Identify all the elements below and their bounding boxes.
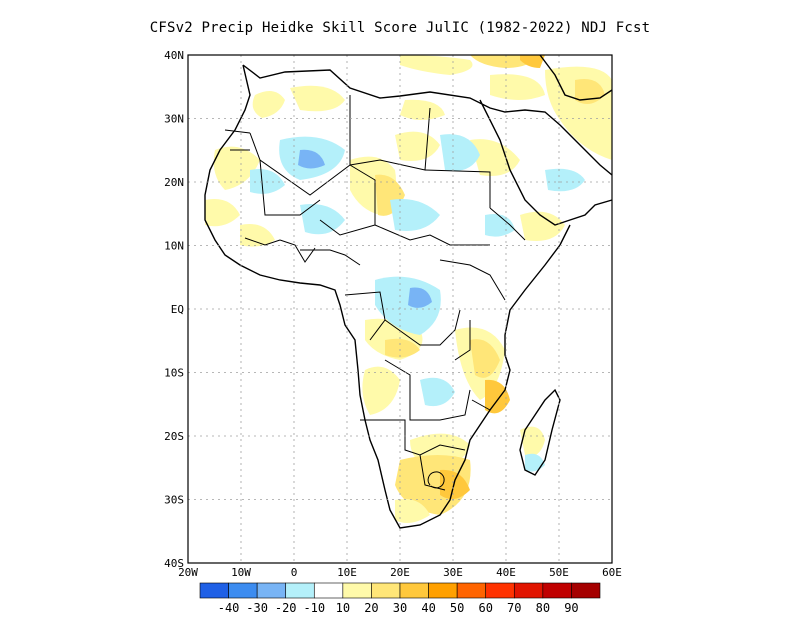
colorbar-label: 10 xyxy=(336,601,350,615)
colorbar: -40 -30 -20 -10 10 20 30 40 50 60 70 80 90 xyxy=(199,582,601,615)
lat-tick-label: 30N xyxy=(164,113,184,126)
lon-tick-label: 30E xyxy=(443,566,463,579)
colorbar-label: -30 xyxy=(246,601,268,615)
lat-tick-label: EQ xyxy=(171,303,184,316)
colorbar-swatch xyxy=(256,582,287,599)
lon-tick-label: 20W xyxy=(178,566,198,579)
lat-tick-label: 10S xyxy=(164,367,184,380)
colorbar-label: 30 xyxy=(393,601,407,615)
colorbar-label: -20 xyxy=(275,601,297,615)
colorbar-swatch xyxy=(485,582,515,599)
lat-tick-label: 20N xyxy=(164,176,184,189)
lon-tick-label: 10E xyxy=(337,566,357,579)
colorbar-swatch xyxy=(571,582,601,599)
colorbar-label: 20 xyxy=(364,601,378,615)
colorbar-label: 50 xyxy=(450,601,464,615)
lat-tick-label: 40N xyxy=(164,49,184,62)
lon-tick-label: 60E xyxy=(602,566,622,579)
colorbar-label: 40 xyxy=(421,601,435,615)
colorbar-swatch xyxy=(342,582,372,599)
colorbar-swatch xyxy=(428,582,458,599)
colorbar-label: 60 xyxy=(478,601,492,615)
lat-tick-label: 30S xyxy=(164,494,184,507)
colorbar-swatch xyxy=(313,582,344,599)
colorbar-swatch xyxy=(371,582,401,599)
lon-tick-label: 10W xyxy=(231,566,251,579)
lon-tick-label: 20E xyxy=(390,566,410,579)
colorbar-label: -40 xyxy=(218,601,240,615)
lon-tick-label: 50E xyxy=(549,566,569,579)
map-frame xyxy=(187,54,613,564)
map-title: CFSv2 Precip Heidke Skill Score JulIC (1… xyxy=(149,20,651,36)
colorbar-swatch xyxy=(513,582,544,599)
coastline xyxy=(204,54,613,529)
colorbar-label: 90 xyxy=(564,601,578,615)
colorbar-swatch xyxy=(456,582,487,599)
colorbar-label: -10 xyxy=(303,601,325,615)
lat-tick-label: 40S xyxy=(164,557,184,570)
colorbar-label: 70 xyxy=(507,601,521,615)
lon-tick-label: 0 xyxy=(291,566,298,579)
colorbar-label: 80 xyxy=(536,601,550,615)
colorbar-swatch xyxy=(399,582,429,599)
colorbar-swatch xyxy=(199,582,229,599)
colorbar-swatch xyxy=(542,582,572,599)
lat-tick-label: 20S xyxy=(164,430,184,443)
lat-tick-label: 10N xyxy=(164,240,184,253)
lon-tick-label: 40E xyxy=(496,566,516,579)
colorbar-swatch xyxy=(228,582,258,599)
colorbar-swatch xyxy=(285,582,315,599)
